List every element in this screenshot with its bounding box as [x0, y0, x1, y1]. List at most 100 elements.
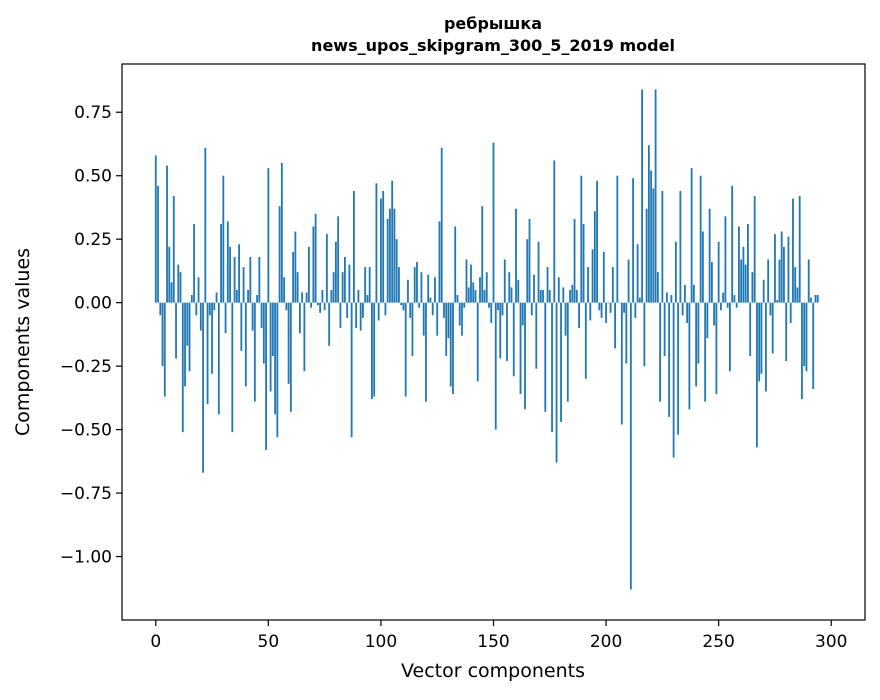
bar	[434, 277, 436, 303]
bar	[771, 302, 774, 354]
x-tick-label: 100	[365, 632, 397, 652]
bar	[641, 89, 643, 303]
bar	[481, 206, 484, 303]
bar	[199, 302, 202, 331]
bar	[391, 180, 394, 303]
bar	[402, 302, 405, 311]
bar	[607, 302, 610, 304]
y-axis-label: Components values	[12, 248, 34, 436]
bar	[566, 302, 569, 402]
bar	[652, 188, 655, 303]
bar	[179, 272, 182, 303]
bar	[190, 295, 193, 303]
bar	[720, 302, 722, 311]
x-axis-ticks: 0 50 100 150 200 250 300	[150, 620, 847, 652]
bar	[810, 297, 812, 303]
bar	[562, 287, 565, 303]
bar	[582, 223, 585, 303]
bar	[271, 302, 274, 356]
bar	[724, 216, 727, 303]
bar	[188, 302, 191, 372]
bar	[373, 302, 376, 397]
bar	[449, 302, 452, 387]
bar	[289, 302, 292, 412]
bar	[783, 246, 785, 303]
bar	[456, 295, 459, 303]
bar	[463, 302, 466, 308]
bar	[544, 302, 547, 412]
x-tick-label: 150	[477, 632, 509, 652]
y-tick-label: −0.50	[60, 421, 112, 441]
bar	[512, 302, 515, 377]
bar	[499, 302, 502, 359]
bar	[470, 264, 472, 303]
bar	[348, 264, 351, 303]
bar	[163, 302, 166, 397]
bar	[215, 292, 218, 303]
bar	[476, 302, 479, 382]
bar	[382, 190, 385, 303]
bar	[519, 302, 522, 395]
bar	[747, 223, 749, 303]
bar	[492, 142, 495, 303]
y-tick-label: −1.00	[60, 548, 112, 568]
bar	[524, 302, 526, 410]
bar	[535, 302, 538, 369]
bar	[208, 302, 211, 316]
bar	[371, 302, 373, 400]
bar	[418, 302, 421, 308]
bar	[346, 302, 349, 318]
bar	[665, 292, 668, 303]
bar	[226, 221, 229, 303]
bar	[490, 302, 493, 323]
bar	[584, 302, 587, 379]
bar	[339, 302, 342, 329]
bar	[267, 168, 270, 303]
bar	[758, 302, 761, 382]
bar	[285, 302, 288, 311]
bar	[287, 302, 290, 384]
bar	[276, 302, 279, 438]
bar	[330, 289, 333, 303]
bar	[569, 289, 571, 303]
bar	[445, 302, 448, 356]
bar	[159, 302, 162, 316]
bar	[253, 302, 256, 402]
bar	[265, 302, 267, 450]
bar	[593, 211, 596, 303]
chart-subtitle: news_upos_skipgram_300_5_2019 model	[311, 36, 675, 55]
bar	[510, 287, 513, 303]
bar	[654, 89, 657, 303]
bar	[429, 297, 432, 303]
bar	[647, 145, 650, 303]
bar	[726, 302, 729, 308]
bar	[274, 302, 276, 415]
bar	[656, 272, 659, 303]
bar	[580, 175, 583, 303]
bars-group	[154, 89, 819, 590]
bar	[458, 302, 461, 326]
bar	[472, 282, 475, 303]
bar	[181, 302, 184, 433]
bar	[262, 302, 265, 364]
bar	[674, 241, 677, 303]
bar	[235, 289, 238, 303]
bar	[778, 259, 781, 303]
bar	[803, 302, 806, 367]
bar	[409, 302, 412, 318]
bar	[515, 208, 517, 303]
x-tick-label: 200	[590, 632, 622, 652]
bar	[231, 302, 234, 433]
bar	[494, 302, 497, 430]
bar	[251, 302, 254, 331]
bar	[722, 292, 725, 303]
bar	[769, 302, 772, 316]
bar	[571, 284, 574, 303]
bar	[605, 302, 607, 323]
bar	[539, 289, 542, 303]
bar	[393, 208, 396, 303]
bar	[242, 267, 245, 303]
bar	[620, 302, 623, 425]
bar	[765, 302, 767, 392]
